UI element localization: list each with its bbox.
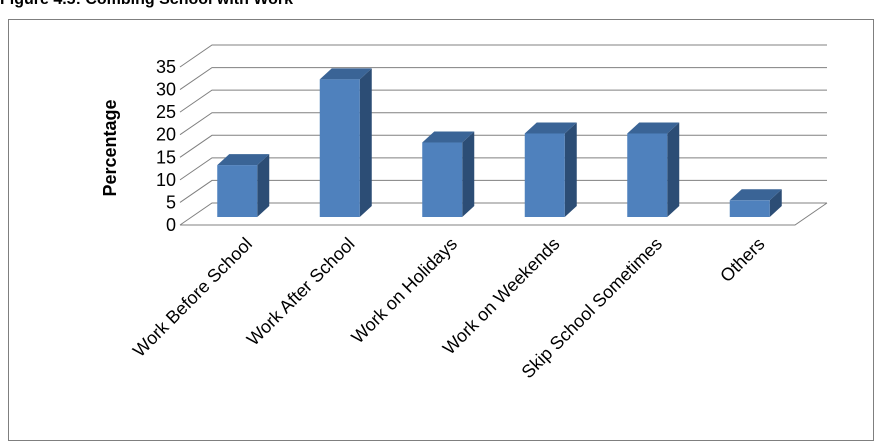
y-tick-label: 15 (156, 147, 176, 167)
bar-top (627, 122, 680, 134)
bar-top (319, 68, 372, 80)
x-category-label: Work After School (243, 234, 359, 350)
x-category-label: Others (716, 234, 768, 286)
bar (217, 154, 270, 217)
y-tick-label: 35 (156, 57, 176, 77)
x-category-label: Work Before School (129, 234, 256, 361)
gridline (179, 202, 827, 226)
bar (729, 189, 782, 217)
bar-side (769, 189, 782, 217)
gridline (179, 157, 827, 181)
y-tick-label: 30 (156, 80, 176, 100)
gridline (179, 89, 827, 113)
bar-front (524, 133, 565, 217)
figure-title: Figure 4.5: Combing School with Work (0, 0, 293, 9)
chart-frame (8, 19, 874, 441)
gridline (179, 44, 827, 68)
bar (524, 122, 577, 217)
bar-front (729, 200, 770, 217)
bar-front (319, 79, 360, 217)
y-tick-label: 20 (156, 125, 176, 145)
gridline (179, 179, 827, 203)
bar (319, 68, 372, 217)
bar-top (729, 189, 782, 201)
y-axis-title: Percentage (100, 99, 120, 196)
bar-side (564, 122, 577, 217)
gridline (179, 134, 827, 158)
bar-top (524, 122, 577, 134)
bar-side (462, 131, 475, 217)
y-tick-label: 25 (156, 102, 176, 122)
bar-side (667, 122, 680, 217)
grid-layer (179, 44, 828, 226)
bar-front (217, 165, 258, 217)
x-category-label: Work on Holidays (347, 234, 461, 348)
bar-top (217, 154, 270, 166)
y-tick-label: 5 (166, 192, 176, 212)
gridline (179, 112, 827, 136)
y-tick-label: 0 (166, 215, 176, 235)
bar-side (359, 68, 372, 217)
bar-side (257, 154, 270, 217)
bar-front (627, 133, 668, 217)
bar-top (422, 131, 475, 143)
y-tick-label: 10 (156, 170, 176, 190)
bar (422, 131, 475, 217)
floor-edge (180, 202, 828, 226)
gridline (179, 67, 827, 90)
bar-front (422, 142, 463, 217)
bars (217, 68, 782, 217)
bar (627, 122, 680, 217)
